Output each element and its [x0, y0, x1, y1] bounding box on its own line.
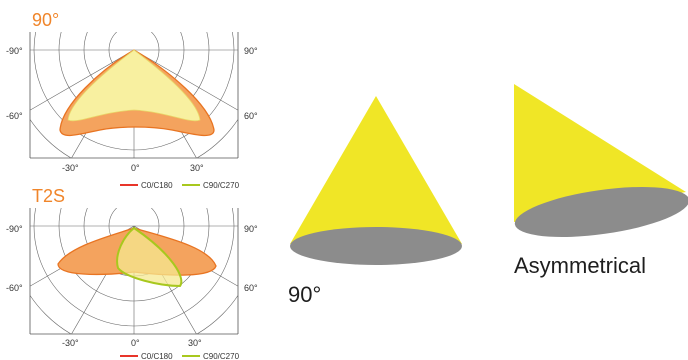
legend: C0/C180 C90/C270 — [120, 181, 240, 190]
tick-left-mid: -60° — [6, 283, 23, 293]
tick-right-top: 90° — [244, 224, 258, 234]
diagram-title-t2s: T2S — [32, 186, 66, 206]
curve-c90-c270 — [67, 49, 201, 122]
tick-bottom-left: -30° — [62, 338, 79, 348]
tick-bottom-right: 30° — [188, 338, 202, 348]
curve-c90-c270 — [116, 226, 183, 288]
tick-left-top: -90° — [6, 46, 23, 56]
polar-grid — [30, 32, 238, 158]
tick-bottom-left: -30° — [62, 163, 79, 173]
legend-label-c0: C0/C180 — [141, 352, 173, 360]
label-asymmetric: Asymmetrical — [514, 253, 647, 278]
legend-label-c90: C90/C270 — [203, 352, 240, 360]
asymmetric-light-cone — [514, 84, 688, 237]
legend: C0/C180 C90/C270 — [120, 352, 240, 360]
tick-right-mid: 60° — [244, 283, 258, 293]
polar-diagram-90: -90° -60° 90° 60° -30° 0° 30° C0/C180 C9… — [6, 32, 258, 190]
cone-base — [290, 227, 462, 265]
tick-right-mid: 60° — [244, 111, 258, 121]
diagram-title-90: 90° — [32, 10, 60, 30]
cone-beam — [290, 96, 462, 244]
tick-bottom-center: 0° — [131, 338, 140, 348]
tick-bottom-center: 0° — [131, 163, 140, 173]
cone-base — [514, 187, 688, 237]
polar-diagram-t2s: -90° -60° 90° 60° -30° 0° 30° C0/C180 C9… — [6, 208, 258, 360]
tick-right-top: 90° — [244, 46, 258, 56]
tick-left-top: -90° — [6, 224, 23, 234]
symmetric-light-cone — [290, 96, 462, 265]
legend-label-c0: C0/C180 — [141, 181, 173, 190]
label-symmetric: 90° — [288, 282, 322, 307]
tick-bottom-right: 30° — [190, 163, 204, 173]
tick-left-mid: -60° — [6, 111, 23, 121]
legend-label-c90: C90/C270 — [203, 181, 240, 190]
